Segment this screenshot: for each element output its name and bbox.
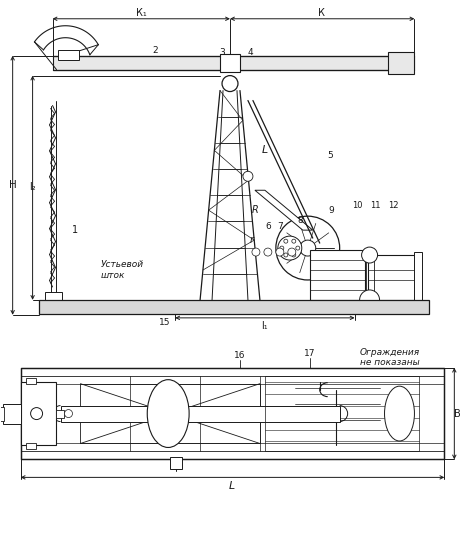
Text: 14: 14 [338, 305, 349, 314]
Text: Н: Н [9, 180, 17, 190]
Bar [170, 458, 182, 470]
Text: 2: 2 [153, 46, 158, 55]
Text: 9: 9 [329, 206, 335, 215]
Text: 13: 13 [352, 305, 363, 314]
Text: 11: 11 [370, 201, 381, 210]
Circle shape [30, 408, 42, 419]
Bar [21, 367, 444, 459]
Text: r: r [250, 235, 254, 245]
Text: l₂: l₂ [30, 182, 36, 192]
Bar [21, 382, 55, 446]
Circle shape [252, 248, 260, 256]
Bar [39, 300, 429, 314]
Text: К: К [318, 8, 325, 18]
Bar [310, 250, 365, 300]
Bar [0, 407, 4, 420]
Text: Устьевой
шток: Устьевой шток [100, 260, 143, 280]
Circle shape [361, 247, 378, 263]
Circle shape [292, 239, 296, 243]
Bar [414, 252, 422, 304]
Bar [26, 443, 35, 449]
Text: l₁: l₁ [261, 321, 268, 331]
Bar [45, 292, 61, 302]
Text: Ограждения
не показаны: Ограждения не показаны [360, 348, 420, 367]
Text: 4: 4 [247, 48, 253, 57]
Bar [53, 56, 414, 69]
Circle shape [243, 171, 253, 181]
Circle shape [222, 75, 238, 92]
Circle shape [360, 290, 379, 310]
Circle shape [280, 246, 284, 250]
Circle shape [296, 246, 300, 250]
Bar [367, 255, 420, 300]
Bar [55, 410, 64, 418]
Text: +: + [34, 411, 40, 417]
Circle shape [284, 239, 288, 243]
Bar [3, 403, 21, 424]
Text: 16: 16 [234, 351, 246, 360]
Text: B: B [454, 408, 461, 419]
Bar [220, 54, 240, 72]
Circle shape [264, 248, 272, 256]
Text: 5: 5 [327, 151, 332, 160]
Polygon shape [255, 190, 313, 230]
Text: К₁: К₁ [136, 8, 147, 18]
Circle shape [276, 248, 284, 256]
Circle shape [284, 253, 288, 257]
Text: 15: 15 [160, 318, 171, 328]
Circle shape [300, 240, 316, 256]
Text: 17: 17 [304, 349, 315, 358]
Text: R: R [252, 205, 258, 215]
Text: 6: 6 [265, 222, 271, 230]
Circle shape [292, 253, 296, 257]
Text: 8: 8 [297, 216, 303, 224]
Bar [26, 378, 35, 384]
Text: 10: 10 [352, 201, 363, 210]
Text: L: L [229, 482, 235, 491]
Text: L: L [262, 145, 268, 156]
Bar [60, 406, 340, 422]
Ellipse shape [147, 379, 189, 448]
Circle shape [288, 248, 296, 256]
Circle shape [276, 216, 340, 280]
Bar [47, 302, 59, 308]
Text: 3: 3 [219, 48, 225, 57]
Text: 1: 1 [72, 225, 78, 235]
Ellipse shape [384, 386, 414, 441]
Circle shape [278, 236, 302, 260]
Text: 7: 7 [277, 222, 283, 230]
Bar [388, 52, 414, 74]
Circle shape [65, 410, 72, 418]
Text: 12: 12 [388, 201, 399, 210]
Bar [58, 50, 79, 60]
Bar [265, 376, 420, 452]
